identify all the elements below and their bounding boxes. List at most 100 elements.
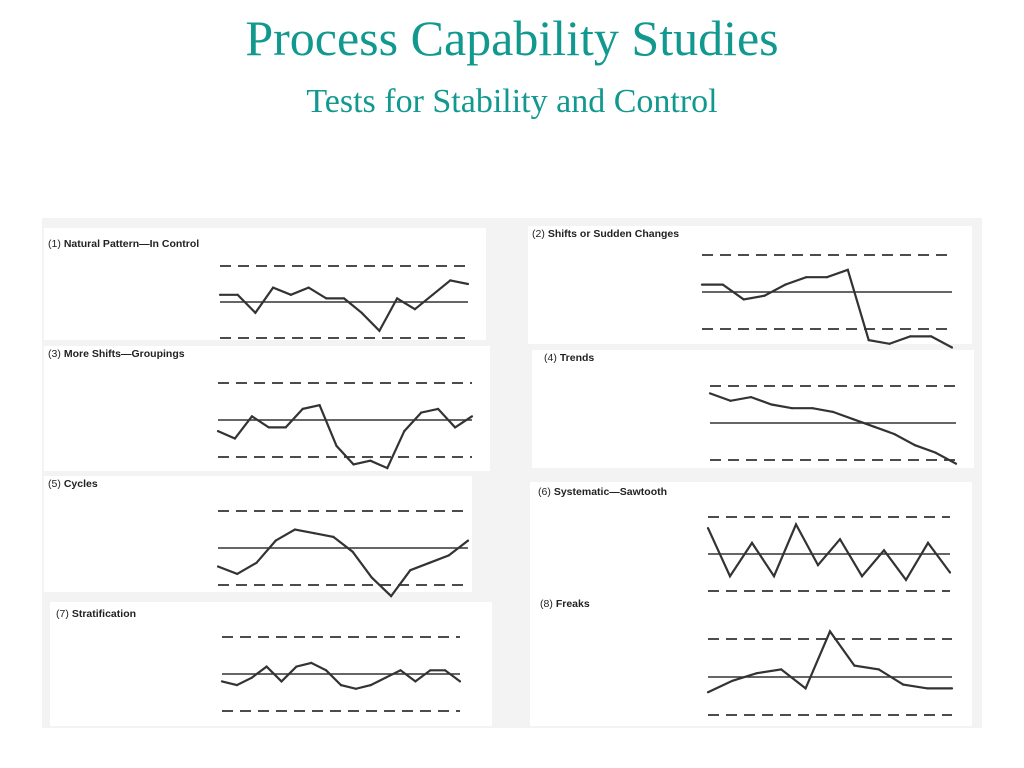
data-point [272,286,275,289]
chart-panel-title: (4) Trends [544,352,594,364]
data-point [454,426,457,429]
data-point [804,687,807,690]
data-point [926,687,929,690]
data-point [742,298,745,301]
data-point [790,407,794,410]
data-point [877,668,880,671]
data-point [216,430,220,433]
chart-panel-natural-pattern: (1) Natural Pattern—In Control [44,228,486,340]
data-point [846,268,849,271]
data-point [902,683,905,686]
data-point [731,679,734,682]
data-point [369,459,372,462]
chart-panel-title-text: Cycles [63,478,98,490]
data-point [396,297,399,300]
data-point [342,297,346,300]
data-point [310,661,313,664]
chart-panel-title: (1) Natural Pattern—In Control [48,238,199,250]
data-point [729,399,732,402]
data-point [811,407,814,410]
data-point [838,538,842,541]
data-point [325,669,328,672]
chart-panel-title: (7) Stratification [56,608,136,620]
data-point [794,523,798,526]
slide-subtitle: Tests for Stability and Control [306,83,718,120]
data-point [236,293,239,296]
control-chart [706,629,954,716]
data-point [934,451,937,454]
data-point [930,335,933,338]
chart-panel-groupings: (3) More Shifts—Groupings [44,346,490,471]
data-point [301,407,304,410]
chart-panel-title-text: Freaks [555,598,590,610]
data-point [370,576,373,579]
data-point [828,630,832,633]
chart-panel-title: (8) Freaks [540,598,590,610]
data-point [254,311,257,314]
control-chart [216,382,474,470]
data-point [318,404,321,407]
chart-panel-sawtooth: (6) Systematic—Sawtooth [530,482,972,600]
chart-panel-cycles: (5) Cycles [44,476,472,598]
data-point [831,410,835,413]
data-point [784,283,787,286]
chart-panel-shifts: (2) Shifts or Sudden Changes [528,226,972,349]
data-point [449,279,452,282]
data-point [289,293,292,296]
data-point [444,669,447,672]
data-point [772,575,776,578]
data-point [853,664,856,667]
data-point [352,463,355,466]
data-point [954,462,958,465]
data-point [295,665,298,668]
control-chart [708,385,958,465]
data-point [770,403,773,406]
data-point [390,595,393,598]
control-chart [218,265,470,339]
data-point [904,578,908,581]
data-point [431,293,434,296]
data-point [267,426,270,429]
chart-panel-title-text: Natural Pattern—In Control [63,238,200,250]
chart-panel-stratification: (7) Stratification [50,602,492,726]
data-series-line [220,279,469,333]
chart-panel-number: (1) [48,238,61,250]
data-point [351,550,354,553]
data-point [882,549,886,552]
data-point [893,433,896,436]
chart-panel-title-text: More Shifts—Groupings [63,348,185,360]
data-point [852,418,855,421]
data-point [428,561,431,564]
chart-panel-freaks: (8) Freaks [530,596,972,726]
data-point [458,680,462,683]
data-point [386,467,389,470]
chart-panel-number: (2) [532,228,545,240]
data-point [763,294,766,297]
data-point [867,339,870,342]
chart-panel-title-text: Trends [559,352,595,364]
data-point [284,426,287,429]
data-point [384,676,387,679]
data-point [755,672,758,675]
data-point [220,680,224,683]
data-series-line [709,392,957,465]
data-point [332,535,335,538]
data-point [414,680,417,683]
data-point [313,532,316,535]
data-point [909,335,912,338]
data-point [339,684,343,687]
data-point [706,527,710,530]
data-point [250,676,253,679]
data-point [369,684,372,687]
data-point [429,669,432,672]
data-point [728,575,732,578]
data-point [950,346,954,349]
data-series-line [217,403,473,470]
data-point [926,541,930,544]
data-point [413,308,416,311]
data-point [399,669,402,672]
data-point [913,444,917,447]
control-chart [216,510,470,598]
data-point [293,528,296,531]
data-point [437,407,440,410]
